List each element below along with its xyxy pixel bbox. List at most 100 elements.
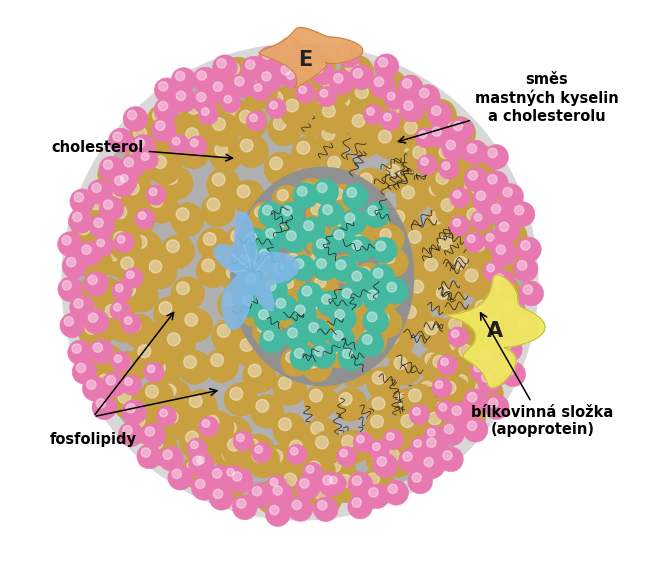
Circle shape xyxy=(282,206,292,215)
Circle shape xyxy=(244,302,255,313)
Circle shape xyxy=(367,367,400,400)
Circle shape xyxy=(347,230,376,259)
Circle shape xyxy=(482,308,495,320)
Circle shape xyxy=(125,278,158,312)
Circle shape xyxy=(284,473,297,486)
Circle shape xyxy=(193,430,227,464)
Circle shape xyxy=(516,237,541,262)
Circle shape xyxy=(135,138,145,148)
Circle shape xyxy=(223,293,236,306)
Circle shape xyxy=(394,113,406,125)
Circle shape xyxy=(361,468,394,501)
Circle shape xyxy=(505,301,514,311)
Circle shape xyxy=(476,237,488,250)
Circle shape xyxy=(353,129,366,142)
Circle shape xyxy=(140,380,173,414)
Circle shape xyxy=(490,246,524,279)
Circle shape xyxy=(289,255,315,281)
Circle shape xyxy=(240,338,253,351)
Circle shape xyxy=(484,395,509,420)
Circle shape xyxy=(169,411,181,424)
Circle shape xyxy=(246,111,266,131)
Circle shape xyxy=(281,65,291,75)
Circle shape xyxy=(207,168,240,202)
Circle shape xyxy=(259,310,268,319)
Circle shape xyxy=(380,229,392,240)
Circle shape xyxy=(322,264,335,277)
Text: E: E xyxy=(298,50,313,70)
Circle shape xyxy=(279,418,291,431)
Circle shape xyxy=(187,102,200,114)
Circle shape xyxy=(442,162,450,170)
Circle shape xyxy=(338,345,364,371)
Circle shape xyxy=(114,206,127,219)
Circle shape xyxy=(427,136,440,148)
Circle shape xyxy=(523,285,532,294)
Circle shape xyxy=(407,158,441,192)
Circle shape xyxy=(64,316,73,326)
Circle shape xyxy=(336,446,357,466)
Circle shape xyxy=(360,173,372,186)
Circle shape xyxy=(373,453,398,478)
Circle shape xyxy=(439,159,459,179)
Circle shape xyxy=(356,265,368,277)
Circle shape xyxy=(134,322,168,356)
Circle shape xyxy=(305,417,339,451)
Circle shape xyxy=(333,469,367,503)
Circle shape xyxy=(372,397,385,410)
Circle shape xyxy=(113,132,122,142)
Circle shape xyxy=(171,277,205,310)
Circle shape xyxy=(297,283,323,308)
Circle shape xyxy=(396,181,430,215)
Circle shape xyxy=(138,150,158,170)
Circle shape xyxy=(342,435,355,448)
Circle shape xyxy=(295,83,315,103)
Circle shape xyxy=(127,271,134,279)
Circle shape xyxy=(367,473,380,486)
Circle shape xyxy=(260,329,293,363)
Circle shape xyxy=(62,44,538,520)
Circle shape xyxy=(375,224,404,254)
Circle shape xyxy=(259,285,287,315)
Circle shape xyxy=(130,148,163,182)
Circle shape xyxy=(364,202,390,228)
Circle shape xyxy=(318,201,344,227)
Circle shape xyxy=(474,213,482,221)
Circle shape xyxy=(251,259,263,271)
Circle shape xyxy=(315,346,324,356)
Circle shape xyxy=(197,92,206,102)
Circle shape xyxy=(449,318,462,331)
Circle shape xyxy=(259,201,272,214)
Circle shape xyxy=(322,127,335,140)
Circle shape xyxy=(476,191,486,200)
Circle shape xyxy=(266,281,276,291)
Circle shape xyxy=(151,117,176,142)
Circle shape xyxy=(222,448,235,461)
Circle shape xyxy=(441,199,454,212)
Circle shape xyxy=(419,131,427,138)
Circle shape xyxy=(121,204,155,237)
Circle shape xyxy=(178,351,211,384)
Circle shape xyxy=(317,100,350,133)
Circle shape xyxy=(309,272,339,302)
Circle shape xyxy=(113,186,125,198)
Circle shape xyxy=(384,252,395,263)
Circle shape xyxy=(490,270,515,295)
Circle shape xyxy=(459,217,472,230)
Circle shape xyxy=(323,475,332,485)
Circle shape xyxy=(374,77,384,86)
Circle shape xyxy=(472,187,497,212)
Circle shape xyxy=(423,407,456,441)
Circle shape xyxy=(69,295,94,320)
Circle shape xyxy=(159,82,168,91)
Circle shape xyxy=(95,349,108,362)
Circle shape xyxy=(234,333,268,367)
Circle shape xyxy=(437,401,450,413)
Circle shape xyxy=(264,445,298,478)
Circle shape xyxy=(273,117,286,130)
Circle shape xyxy=(378,235,391,248)
Circle shape xyxy=(88,275,97,285)
Circle shape xyxy=(381,444,414,477)
Circle shape xyxy=(486,312,511,337)
Circle shape xyxy=(502,310,516,323)
